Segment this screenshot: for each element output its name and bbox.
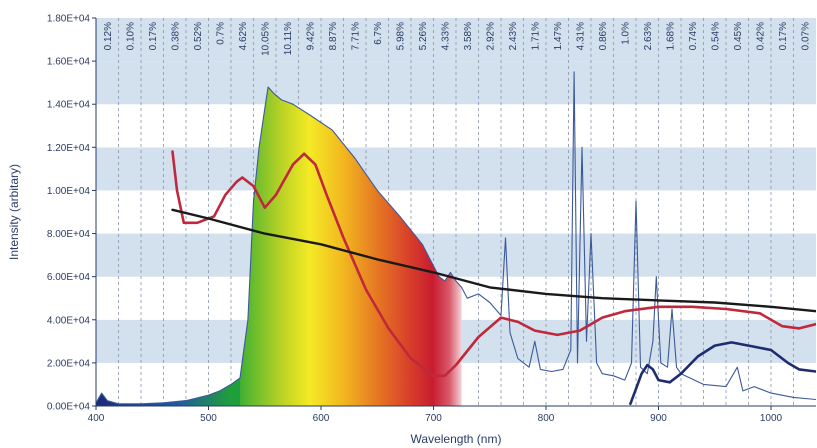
- series-line: [171, 208, 816, 313]
- band-percent-label: 5.98%: [395, 22, 406, 50]
- x-tick-label: 500: [200, 413, 217, 424]
- band-percent-label: 0.12%: [103, 22, 114, 50]
- band-percent-label: 5.26%: [418, 22, 429, 50]
- band-percent-label: 2.43%: [508, 22, 519, 50]
- y-tick-label: 6.00E+04: [47, 272, 91, 283]
- x-axis-label: Wavelength (nm): [411, 432, 502, 446]
- series-line: [96, 71, 816, 405]
- band-percent-label: 3.58%: [463, 22, 474, 50]
- y-tick-label: 1.60E+04: [47, 57, 91, 68]
- band-percent-label: 7.71%: [350, 22, 361, 50]
- y-tick-labels: 0.00E+04 2.00E+04 4.00E+04 6.00E+04 8.00E+04…: [47, 14, 96, 413]
- band-percent-label: 1.71%: [530, 22, 541, 50]
- band-percent-label: 0.86%: [598, 22, 609, 50]
- spectrum-fill: [96, 86, 462, 406]
- y-tick-label: 1.80E+04: [47, 14, 91, 25]
- band-percent-labels: 0.12% 0.10% 0.17% 0.38% 0.52% 0.7% 4.62% 10.05%…: [103, 22, 812, 56]
- y-axis-label: Intensity (arbitary): [7, 164, 21, 260]
- band-percent-label: 0.42%: [755, 22, 766, 50]
- band-percent-label: 6.7%: [373, 22, 384, 45]
- y-tick-label: 2.00E+04: [47, 358, 91, 369]
- band-percent-label: 4.31%: [575, 22, 586, 50]
- x-tick-labels: 400 500 600 700 800 900 1000: [88, 406, 783, 424]
- band-percent-label: 0.07%: [800, 22, 811, 50]
- band-percent-label: 0.17%: [778, 22, 789, 50]
- band-percent-label: 10.11%: [283, 22, 294, 55]
- band-percent-label: 4.33%: [440, 22, 451, 50]
- band-percent-label: 0.10%: [125, 22, 136, 50]
- visible-spectrum-fill: [240, 86, 462, 406]
- band-percent-label: 2.92%: [485, 22, 496, 50]
- y-tick-label: 0.00E+04: [47, 402, 91, 413]
- band-percent-label: 2.63%: [643, 22, 654, 50]
- band-percent-label: 0.52%: [193, 22, 204, 50]
- x-tick-label: 900: [650, 413, 667, 424]
- band-percent-label: 4.62%: [238, 22, 249, 50]
- band-percent-label: 0.45%: [733, 22, 744, 50]
- x-tick-label: 400: [88, 413, 105, 424]
- series-line: [171, 150, 816, 378]
- x-tick-label: 700: [425, 413, 442, 424]
- blue-fill: [96, 319, 248, 406]
- band-percent-label: 1.0%: [620, 22, 631, 45]
- band-percent-label: 1.47%: [553, 22, 564, 50]
- y-tick-label: 1.20E+04: [47, 143, 91, 154]
- x-tick-label: 1000: [760, 413, 783, 424]
- band-percent-label: 8.87%: [328, 22, 339, 50]
- y-tick-label: 8.00E+04: [47, 229, 91, 240]
- band-percent-label: 9.42%: [305, 22, 316, 50]
- y-tick-label: 4.00E+04: [47, 315, 91, 326]
- x-tick-label: 800: [538, 413, 555, 424]
- series-lines: [96, 71, 816, 406]
- band-percent-label: 0.74%: [688, 22, 699, 50]
- band-percent-label: 0.7%: [215, 22, 226, 45]
- series-line: [629, 341, 816, 406]
- band-percent-label: 0.38%: [170, 22, 181, 50]
- x-tick-label: 600: [313, 413, 330, 424]
- y-tick-label: 1.00E+04: [47, 186, 91, 197]
- band-percent-label: 1.68%: [665, 22, 676, 50]
- y-tick-label: 1.40E+04: [47, 100, 91, 111]
- band-percent-label: 0.54%: [710, 22, 721, 50]
- band-percent-label: 0.17%: [148, 22, 159, 50]
- axes: [95, 18, 816, 407]
- band-percent-label: 10.05%: [260, 22, 271, 56]
